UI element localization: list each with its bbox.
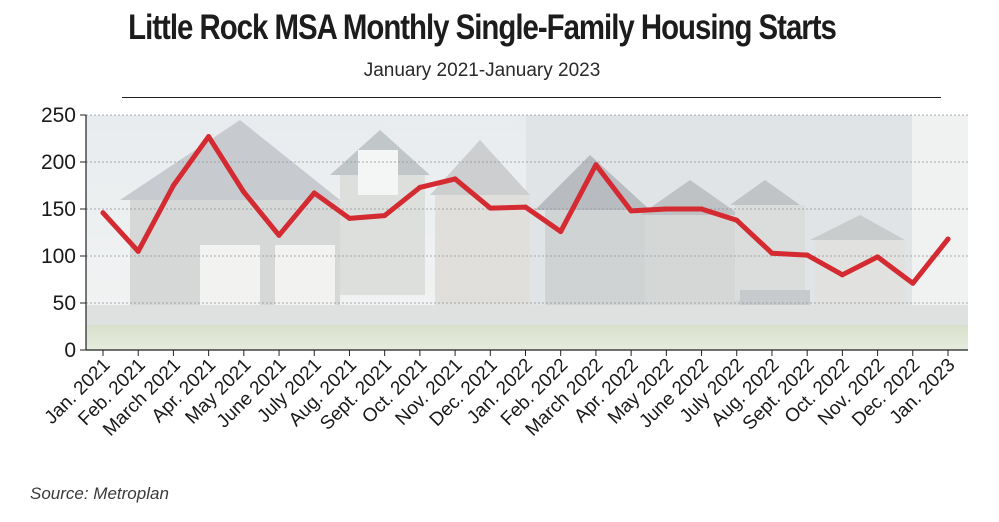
- chart-subtitle: January 2021-January 2023: [363, 60, 601, 81]
- data-point: [311, 190, 317, 196]
- data-point: [276, 232, 282, 238]
- data-point: [593, 162, 599, 168]
- data-point: [417, 184, 423, 190]
- y-tick-label-0: 0: [64, 339, 76, 362]
- y-tick-label-200: 200: [41, 151, 76, 174]
- data-point: [241, 189, 247, 195]
- y-tick-label-250: 250: [41, 104, 76, 127]
- data-point: [100, 210, 106, 216]
- source-note: Source: Metroplan: [30, 484, 169, 503]
- data-point: [804, 252, 810, 258]
- background-houses-image: [86, 115, 968, 350]
- data-point: [699, 206, 705, 212]
- data-point: [346, 215, 352, 221]
- data-point: [487, 205, 493, 211]
- data-point: [875, 254, 881, 260]
- y-tick-label-50: 50: [53, 292, 76, 315]
- data-point: [206, 134, 212, 140]
- data-point: [839, 272, 845, 278]
- data-point: [452, 176, 458, 182]
- data-point: [945, 236, 951, 242]
- data-point: [523, 204, 528, 210]
- data-point: [135, 248, 141, 254]
- data-point: [663, 206, 669, 212]
- data-point: [910, 280, 916, 286]
- title-divider: [122, 97, 941, 98]
- data-point: [769, 250, 775, 256]
- chart-axes: [80, 114, 968, 356]
- data-point: [734, 217, 740, 223]
- series-housing-starts: [100, 134, 951, 286]
- data-point: [170, 183, 176, 188]
- data-point: [558, 229, 564, 235]
- y-tick-label-150: 150: [41, 198, 76, 221]
- data-point: [628, 208, 634, 214]
- y-axis-tick-labels: 0 50 100 150 200 250: [41, 104, 76, 362]
- y-tick-label-100: 100: [41, 245, 76, 268]
- chart-title: Little Rock MSA Monthly Single-Family Ho…: [128, 8, 837, 47]
- data-point: [382, 213, 388, 219]
